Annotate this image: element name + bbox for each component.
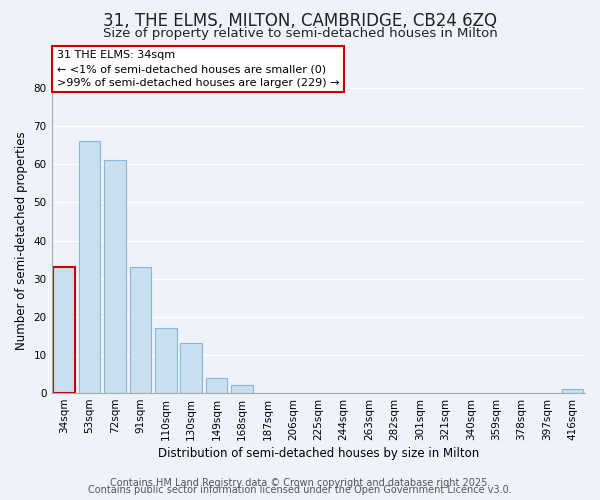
Text: 31, THE ELMS, MILTON, CAMBRIDGE, CB24 6ZQ: 31, THE ELMS, MILTON, CAMBRIDGE, CB24 6Z…	[103, 12, 497, 30]
Text: Contains public sector information licensed under the Open Government Licence v3: Contains public sector information licen…	[88, 485, 512, 495]
Bar	[53, 267, 75, 393]
Text: 31 THE ELMS: 34sqm
← <1% of semi-detached houses are smaller (0)
>99% of semi-de: 31 THE ELMS: 34sqm ← <1% of semi-detache…	[57, 50, 340, 88]
Bar	[206, 378, 227, 393]
Bar	[562, 390, 583, 393]
Bar	[104, 160, 126, 393]
Bar	[155, 328, 176, 393]
Text: Contains HM Land Registry data © Crown copyright and database right 2025.: Contains HM Land Registry data © Crown c…	[110, 478, 490, 488]
Bar	[181, 344, 202, 393]
X-axis label: Distribution of semi-detached houses by size in Milton: Distribution of semi-detached houses by …	[158, 447, 479, 460]
Y-axis label: Number of semi-detached properties: Number of semi-detached properties	[15, 131, 28, 350]
Bar	[79, 142, 100, 393]
Text: Size of property relative to semi-detached houses in Milton: Size of property relative to semi-detach…	[103, 28, 497, 40]
Bar	[231, 386, 253, 393]
Bar	[130, 267, 151, 393]
